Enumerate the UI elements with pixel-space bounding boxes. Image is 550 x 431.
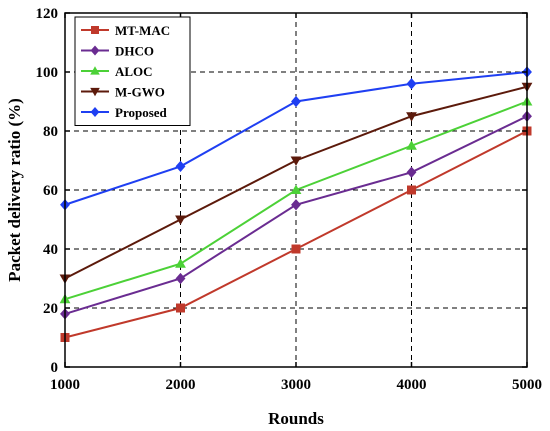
legend-item: M-GWO [81, 85, 165, 100]
x-tick-label: 1000 [50, 377, 80, 393]
legend-marker [90, 45, 100, 56]
data-point [175, 160, 186, 173]
legend-label: ALOC [115, 64, 153, 79]
legend-item: DHCO [81, 44, 154, 59]
y-tick-label: 100 [36, 65, 59, 81]
legend-marker [91, 26, 99, 34]
y-tick-label: 80 [43, 124, 58, 140]
data-point [290, 184, 302, 195]
legend-label: MT-MAC [115, 23, 170, 38]
data-point [291, 199, 301, 211]
legend-item: MT-MAC [81, 23, 170, 38]
data-point [291, 95, 301, 108]
data-point [176, 303, 185, 313]
y-tick-label: 60 [43, 183, 58, 199]
data-point [175, 272, 186, 285]
data-point [406, 166, 417, 178]
legend-label: M-GWO [115, 85, 165, 100]
legend-marker [90, 107, 100, 117]
axis-ticks: 0 20 40 60 80 100 120 1000 2000 3000 4000 5000 [36, 6, 543, 393]
series-m-gwo [59, 82, 533, 284]
legend-marker [90, 87, 100, 97]
y-tick-label: 20 [43, 301, 58, 317]
data-point [175, 215, 186, 225]
data-point [291, 244, 301, 254]
legend: MT-MAC DHCO ALOC M-GWO Proposed [74, 16, 191, 126]
legend-item: ALOC [81, 64, 153, 79]
legend-label: Proposed [115, 105, 168, 120]
x-tick-label: 5000 [512, 377, 542, 393]
data-point [407, 185, 416, 195]
y-axis-title: Packet delivery ratio (%) [5, 98, 24, 282]
data-point [406, 78, 417, 90]
x-tick-label: 4000 [397, 377, 427, 393]
x-tick-label: 2000 [166, 377, 196, 393]
legend-marker [90, 66, 100, 75]
data-point [406, 112, 417, 122]
x-tick-label: 3000 [281, 377, 311, 393]
data-point [290, 156, 302, 166]
data-point [406, 140, 417, 150]
y-tick-label: 0 [51, 360, 59, 376]
y-tick-label: 40 [43, 242, 58, 258]
x-axis-title: Rounds [268, 409, 324, 428]
data-point [175, 258, 186, 268]
legend-item: Proposed [81, 105, 168, 120]
y-tick-label: 120 [36, 6, 59, 22]
legend-label: DHCO [115, 44, 154, 59]
